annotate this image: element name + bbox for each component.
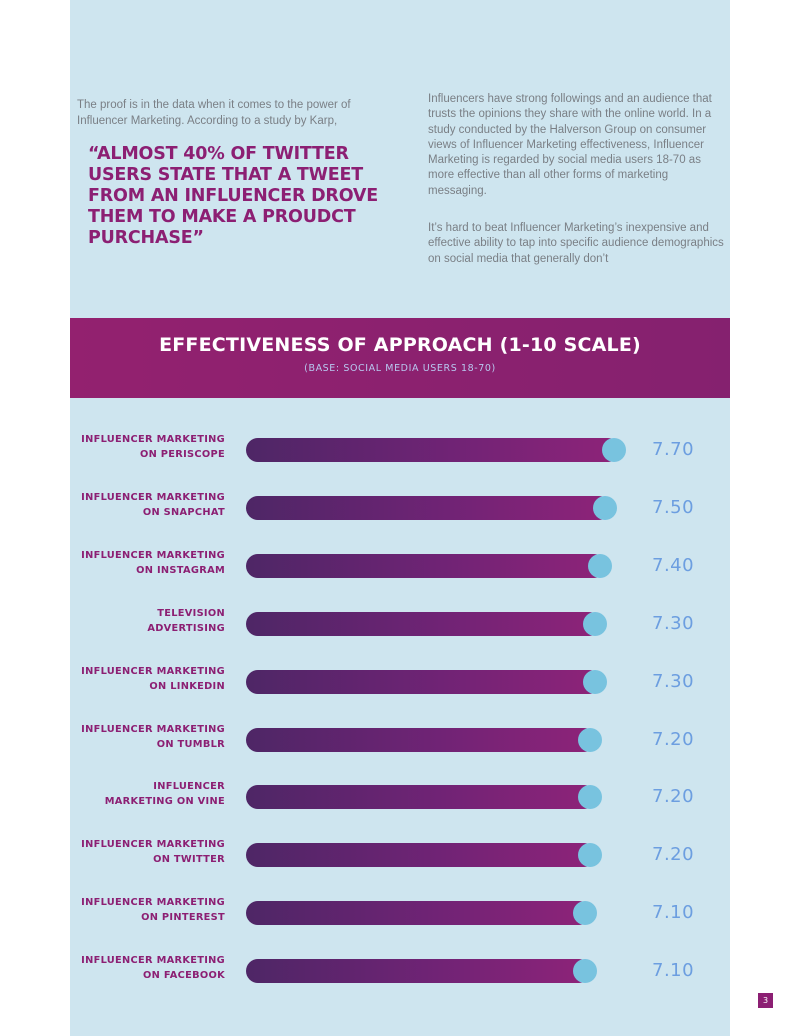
bar-label-line: ON LINKEDIN (149, 680, 225, 692)
bar-label: INFLUENCER MARKETING ON LINKEDIN (70, 665, 225, 694)
bar-row: INFLUENCER MARKETING ON TWITTER 7.20 (70, 839, 730, 883)
bar (246, 612, 601, 636)
bar (246, 843, 596, 867)
bar-label-line: ON INSTAGRAM (136, 564, 225, 576)
bar-label-line: INFLUENCER MARKETING (81, 897, 225, 908)
chart-subtitle: (BASE: SOCIAL MEDIA USERS 18-70) (304, 363, 496, 374)
chart-title: EFFECTIVENESS OF APPROACH (1-10 SCALE) (159, 334, 641, 356)
bar-label-line: ADVERTISING (147, 622, 225, 634)
page-number: 3 (758, 993, 773, 1008)
bar-label-line: ON TUMBLR (156, 738, 225, 750)
bar-label-line: INFLUENCER MARKETING (81, 955, 225, 966)
bar-label-line: INFLUENCER MARKETING (81, 550, 225, 561)
bar-end-dot (578, 728, 602, 752)
bar-label: INFLUENCER MARKETING ON PINTEREST (70, 896, 225, 925)
bar (246, 496, 611, 520)
bar-end-dot (578, 785, 602, 809)
bar (246, 785, 596, 809)
bar (246, 901, 591, 925)
bar-label: INFLUENCER MARKETING ON TWITTER (70, 838, 225, 867)
pull-quote: “Almost 40% of Twitter users state that … (88, 144, 379, 248)
bar-label-line: INFLUENCER (153, 781, 225, 792)
bar-row: INFLUENCER MARKETING ON TUMBLR 7.20 (70, 724, 730, 768)
bar-label: INFLUENCER MARKETING ON PERISCOPE (70, 433, 225, 462)
bar-value-label: 7.50 (652, 497, 695, 518)
intro-right-paragraph-1: Influencers have strong followings and a… (428, 93, 712, 197)
bar-label: TELEVISION ADVERTISING (70, 607, 225, 636)
bar-value-label: 7.20 (652, 729, 695, 750)
intro-right-paragraph-2: It’s hard to beat Influencer Marketing’s… (428, 222, 724, 265)
bar-row: INFLUENCER MARKETING ON SNAPCHAT 7.50 (70, 492, 730, 536)
bar-value-label: 7.30 (652, 613, 695, 634)
bar-label-line: ON SNAPCHAT (142, 506, 225, 518)
bar-end-dot (583, 612, 607, 636)
bar (246, 438, 620, 462)
bar-value-label: 7.10 (652, 902, 695, 923)
bar-end-dot (588, 554, 612, 578)
intro-left-text: The proof is in the data when it comes t… (77, 99, 351, 127)
bar-row: INFLUENCER MARKETING ON PINTEREST 7.10 (70, 897, 730, 941)
bar-value-label: 7.40 (652, 555, 695, 576)
bar-label-line: ON PERISCOPE (139, 448, 225, 460)
bar-row: INFLUENCER MARKETING ON INSTAGRAM 7.40 (70, 550, 730, 594)
bar-row: INFLUENCER MARKETING ON FACEBOOK 7.10 (70, 955, 730, 999)
bar-end-dot (583, 670, 607, 694)
bar-label-line: MARKETING ON VINE (104, 795, 225, 807)
bar-label-line: ON TWITTER (153, 853, 225, 865)
bar-label: INFLUENCER MARKETING ON VINE (70, 780, 225, 809)
bar-value-label: 7.10 (652, 960, 695, 981)
bar-label: INFLUENCER MARKETING ON FACEBOOK (70, 954, 225, 983)
bar-value-label: 7.20 (652, 844, 695, 865)
bar-label: INFLUENCER MARKETING ON TUMBLR (70, 723, 225, 752)
bar-label: INFLUENCER MARKETING ON SNAPCHAT (70, 491, 225, 520)
bar (246, 554, 606, 578)
bar-row: INFLUENCER MARKETING ON VINE 7.20 (70, 781, 730, 825)
bar-label-line: INFLUENCER MARKETING (81, 839, 225, 850)
bar-label-line: INFLUENCER MARKETING (81, 666, 225, 677)
bar-label: INFLUENCER MARKETING ON INSTAGRAM (70, 549, 225, 578)
bar-end-dot (578, 843, 602, 867)
bar-label-line: ON FACEBOOK (143, 969, 225, 981)
bar (246, 670, 601, 694)
intro-right-text: Influencers have strong followings and a… (428, 92, 728, 289)
bar-row: TELEVISION ADVERTISING 7.30 (70, 608, 730, 652)
bar-label-line: TELEVISION (157, 608, 225, 619)
bar-value-label: 7.20 (652, 786, 695, 807)
chart-title-banner: EFFECTIVENESS OF APPROACH (1-10 SCALE) (… (70, 318, 730, 398)
bar-row: INFLUENCER MARKETING ON LINKEDIN 7.30 (70, 666, 730, 710)
bar-end-dot (573, 959, 597, 983)
bar-end-dot (573, 901, 597, 925)
bar-end-dot (602, 438, 626, 462)
bar (246, 959, 591, 983)
bar-label-line: ON PINTEREST (141, 911, 225, 923)
bar-label-line: INFLUENCER MARKETING (81, 434, 225, 445)
bar-row: INFLUENCER MARKETING ON PERISCOPE 7.70 (70, 434, 730, 478)
bar-value-label: 7.70 (652, 439, 695, 460)
bar-end-dot (593, 496, 617, 520)
bar (246, 728, 596, 752)
bar-label-line: INFLUENCER MARKETING (81, 492, 225, 503)
bar-value-label: 7.30 (652, 671, 695, 692)
bar-chart: INFLUENCER MARKETING ON PERISCOPE 7.70 INFL… (70, 398, 730, 1018)
bar-label-line: INFLUENCER MARKETING (81, 724, 225, 735)
